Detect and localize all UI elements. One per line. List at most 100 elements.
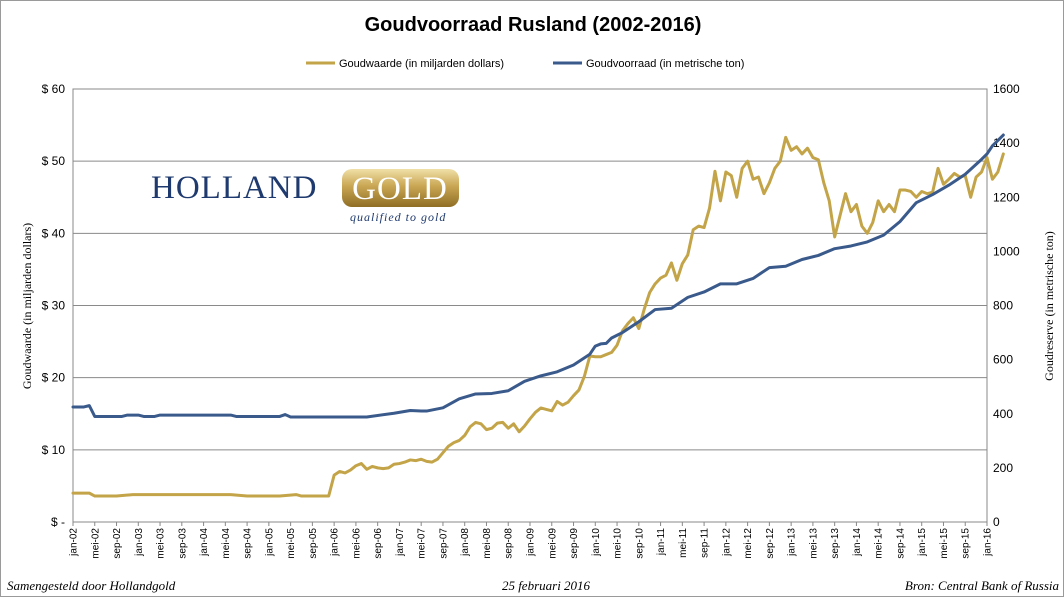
data-point <box>833 235 836 238</box>
x-tick-label: jan-12 <box>721 528 732 557</box>
data-point <box>692 228 695 231</box>
data-point <box>278 495 281 498</box>
x-tick-label: sep-07 <box>438 528 449 559</box>
data-point <box>480 422 483 425</box>
footer-source: Bron: Central Bank of Russia <box>905 578 1060 593</box>
x-tick-label: sep-05 <box>308 528 319 559</box>
data-point <box>93 495 96 498</box>
x-tick-label: mei-02 <box>90 528 101 559</box>
x-tick-label: sep-14 <box>895 528 906 559</box>
y-right-tick-label: 1200 <box>993 190 1020 204</box>
data-point <box>594 355 597 358</box>
x-tick-label: jan-04 <box>199 528 210 557</box>
data-point <box>501 421 504 424</box>
data-point <box>926 192 929 195</box>
data-point <box>235 415 238 418</box>
data-point <box>365 468 368 471</box>
data-point <box>975 176 978 179</box>
data-point <box>278 415 281 418</box>
data-point <box>621 331 624 334</box>
legend: Goudwaarde (in miljarden dollars) Goudvo… <box>306 58 744 70</box>
x-tick-label: sep-15 <box>961 528 972 559</box>
data-point <box>768 266 771 269</box>
legend-label-goudwaarde: Goudwaarde (in miljarden dollars) <box>339 58 504 70</box>
data-point <box>866 240 869 243</box>
data-point <box>354 464 357 467</box>
data-point <box>153 415 156 418</box>
data-point <box>866 232 869 235</box>
x-axis-ticks: jan-02 mei-02 sep-02 jan-03 mei-03 sep-03 jan-… <box>69 522 994 559</box>
data-point <box>915 201 918 204</box>
data-point <box>561 404 564 407</box>
x-tick-label: mei-13 <box>808 528 819 559</box>
data-point <box>817 254 820 257</box>
data-point <box>773 167 776 170</box>
data-point <box>577 388 580 391</box>
data-point <box>594 345 597 348</box>
data-point <box>463 434 466 437</box>
data-point <box>82 405 85 408</box>
y-axis-right-title: Goudreserve (in metrische ton) <box>1042 231 1056 381</box>
x-tick-label: jan-13 <box>787 528 798 557</box>
data-point <box>425 410 428 413</box>
data-point <box>88 404 91 407</box>
data-point <box>882 234 885 237</box>
y-left-tick-label: $ 30 <box>42 299 66 313</box>
x-tick-label: mei-08 <box>482 528 493 559</box>
legend-label-goudvoorraad: Goudvoorraad (in metrische ton) <box>586 58 744 70</box>
data-point <box>512 422 515 425</box>
data-point <box>507 427 510 430</box>
x-tick-label: sep-04 <box>243 528 254 559</box>
hollandgold-logo: HOLLAND GOLD qualified to gold <box>151 169 459 224</box>
data-point <box>229 493 232 496</box>
x-tick-label: jan-06 <box>330 528 341 557</box>
data-point <box>229 414 232 417</box>
data-point <box>762 192 765 195</box>
logo-holland-text: HOLLAND <box>151 170 317 206</box>
footer-date: 25 februari 2016 <box>502 578 591 593</box>
data-point <box>849 210 852 213</box>
data-point <box>458 397 461 400</box>
data-point <box>556 400 559 403</box>
data-point <box>289 416 292 419</box>
y-right-tick-label: 400 <box>993 407 1013 421</box>
gridlines <box>73 160 987 451</box>
x-tick-label: mei-14 <box>874 528 885 559</box>
x-tick-label: mei-12 <box>743 528 754 559</box>
data-point <box>730 174 733 177</box>
data-point <box>392 463 395 466</box>
data-point <box>550 409 553 412</box>
data-point <box>1002 152 1005 155</box>
y-left-tick-label: $ 50 <box>42 154 66 168</box>
data-point <box>523 425 526 428</box>
x-tick-label: mei-11 <box>678 528 689 558</box>
x-tick-label: jan-11 <box>656 528 667 556</box>
data-point <box>860 225 863 228</box>
logo-gold-text: GOLD <box>352 171 448 207</box>
data-point <box>545 408 548 411</box>
data-point <box>670 307 673 310</box>
data-point <box>485 428 488 431</box>
data-point <box>420 458 423 461</box>
x-tick-label: jan-05 <box>264 528 275 557</box>
data-point <box>120 415 123 418</box>
data-point <box>752 277 755 280</box>
data-point <box>632 316 635 319</box>
data-point <box>142 415 145 418</box>
data-point <box>556 370 559 373</box>
data-point <box>708 207 711 210</box>
x-tick-label: sep-11 <box>700 528 711 558</box>
data-point <box>817 158 820 161</box>
x-tick-label: mei-10 <box>613 528 624 559</box>
x-tick-label: jan-03 <box>134 528 145 557</box>
data-point <box>159 414 162 417</box>
x-tick-label: mei-06 <box>351 528 362 559</box>
data-point <box>626 322 629 325</box>
data-point <box>980 170 983 173</box>
data-point <box>333 474 336 477</box>
data-point <box>496 422 499 425</box>
x-tick-label: sep-13 <box>830 528 841 559</box>
data-point <box>616 344 619 347</box>
